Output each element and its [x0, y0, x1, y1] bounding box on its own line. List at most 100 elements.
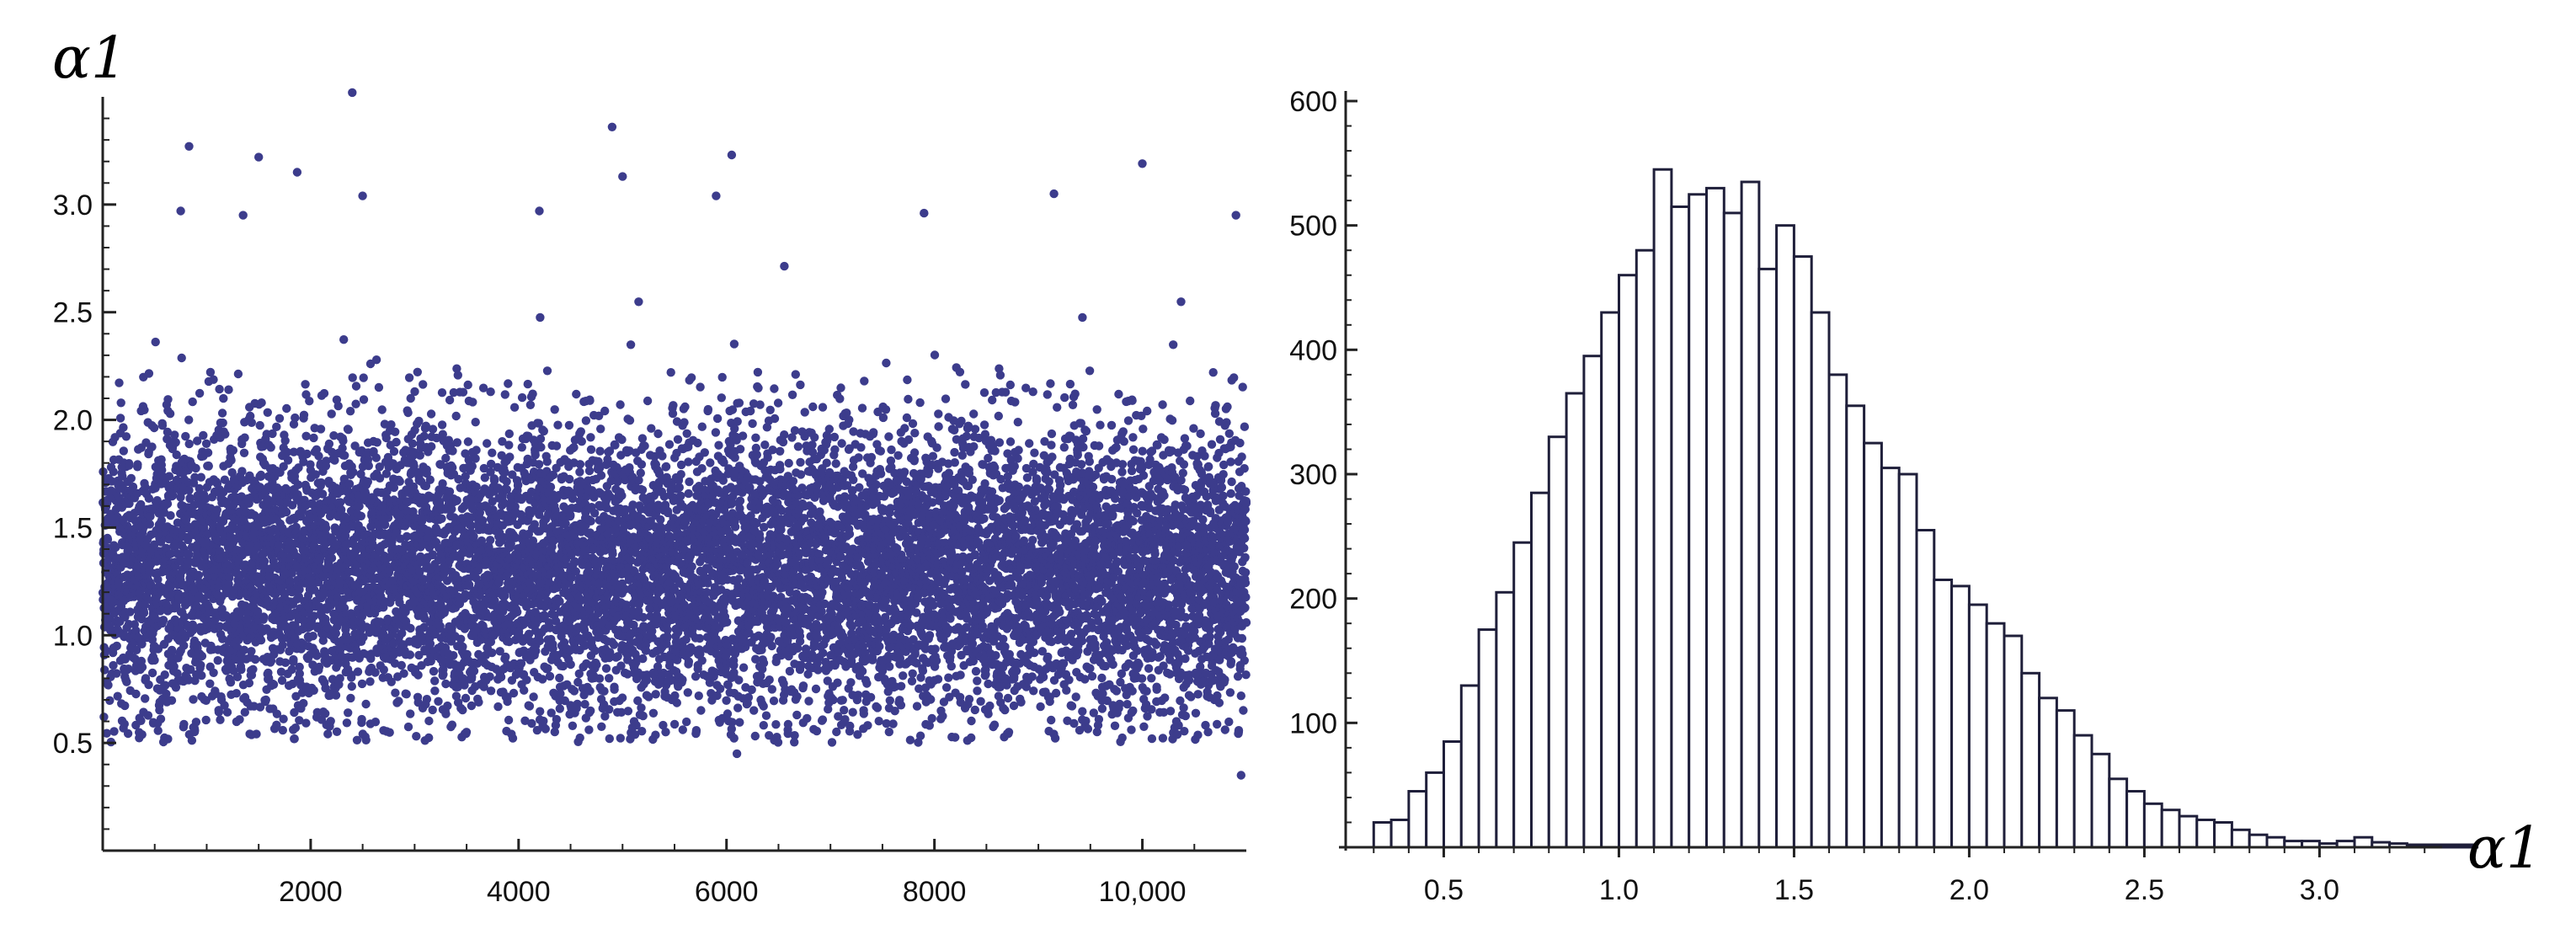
scatter-point — [451, 411, 461, 421]
scatter-point — [445, 395, 455, 405]
scatter-points — [98, 88, 1251, 780]
scatter-point — [216, 715, 225, 724]
scatter-point — [165, 409, 175, 419]
scatter-point — [291, 413, 300, 423]
scatter-point — [410, 387, 419, 397]
scatter-point — [508, 734, 518, 743]
scatter-point — [228, 446, 238, 455]
scatter-point — [565, 474, 574, 484]
scatter-point — [109, 727, 119, 736]
scatter-point — [531, 451, 540, 460]
scatter-point — [120, 719, 129, 729]
scatter-point — [224, 385, 233, 394]
scatter-point — [128, 482, 138, 492]
scatter-point — [155, 706, 164, 715]
scatter-point — [104, 680, 113, 690]
scatter-point — [122, 677, 131, 686]
scatter-point — [458, 387, 468, 397]
scatter-point — [309, 686, 318, 695]
scatter-point — [356, 511, 365, 520]
scatter-point — [321, 523, 331, 533]
scatter-point — [282, 403, 291, 414]
scatter-point — [361, 735, 371, 745]
scatter-point — [255, 420, 264, 430]
scatter-point — [218, 418, 227, 428]
scatter-point — [472, 446, 481, 455]
scatter-point — [113, 691, 122, 701]
scatter-point — [568, 721, 578, 730]
scatter-point — [205, 679, 215, 688]
scatter-point — [403, 408, 413, 418]
scatter-point — [168, 490, 178, 500]
scatter-point — [595, 674, 605, 683]
scatter-point — [539, 716, 548, 726]
scatter-point — [261, 695, 270, 705]
scatter-point — [552, 441, 562, 451]
scatter-point — [616, 400, 625, 409]
scatter-point — [377, 405, 387, 414]
scatter-point — [150, 540, 159, 549]
scatter-point — [449, 651, 458, 660]
scatter-point — [160, 670, 169, 680]
scatter-point — [528, 389, 537, 398]
scatter-point — [605, 705, 614, 714]
scatter-point — [616, 734, 625, 743]
scatter-point — [437, 420, 447, 430]
scatter-point — [235, 715, 244, 724]
scatter-point — [609, 640, 619, 649]
scatter-point — [269, 680, 279, 689]
scatter-point — [121, 432, 131, 441]
scatter-point — [109, 660, 118, 670]
scatter-point — [536, 707, 545, 716]
scatter-point — [564, 420, 574, 430]
scatter-point — [505, 452, 515, 462]
scatter-point — [157, 466, 167, 475]
scatter-point — [428, 705, 437, 715]
scatter-point — [441, 453, 451, 463]
scatter-point — [214, 707, 224, 717]
scatter-point — [522, 675, 531, 685]
scatter-point — [575, 460, 585, 469]
scatter-point — [535, 636, 545, 646]
scatter-point — [239, 448, 249, 457]
scatter-point — [197, 651, 207, 661]
scatter-point — [247, 418, 256, 427]
scatter-point — [592, 660, 601, 670]
scatter-point — [237, 664, 246, 675]
scatter-point — [422, 695, 432, 704]
scatter-point — [426, 409, 436, 419]
scatter-point — [299, 698, 308, 708]
scatter-point — [617, 435, 627, 445]
scatter-point — [405, 650, 415, 659]
scatter-point — [247, 647, 256, 656]
scatter-point — [259, 612, 269, 622]
scatter-point — [576, 427, 585, 436]
scatter-point — [617, 491, 627, 500]
scatter-point — [447, 720, 457, 729]
scatter-point — [536, 312, 545, 323]
scatter-point — [219, 393, 228, 403]
scatter-point — [586, 445, 596, 454]
scatter-point — [517, 443, 526, 452]
scatter-point — [392, 437, 401, 447]
scatter-point — [316, 424, 326, 434]
scatter-point — [136, 499, 146, 510]
scatter-point — [371, 355, 381, 365]
scatter-point — [199, 430, 208, 440]
scatter-point — [430, 686, 440, 696]
scatter-point — [357, 679, 367, 689]
scatter-point — [256, 470, 266, 480]
scatter-point — [419, 431, 429, 441]
scatter-point — [502, 477, 511, 486]
scatter-point — [252, 729, 261, 739]
scatter-point — [177, 353, 186, 363]
scatter-point — [605, 734, 614, 744]
scatter-point — [163, 395, 173, 404]
scatter-point — [529, 692, 538, 702]
scatter-point — [136, 716, 146, 725]
scatter-point — [550, 405, 559, 414]
scatter-point — [191, 463, 200, 473]
scatter-point — [184, 439, 194, 449]
scatter-point — [486, 536, 495, 545]
